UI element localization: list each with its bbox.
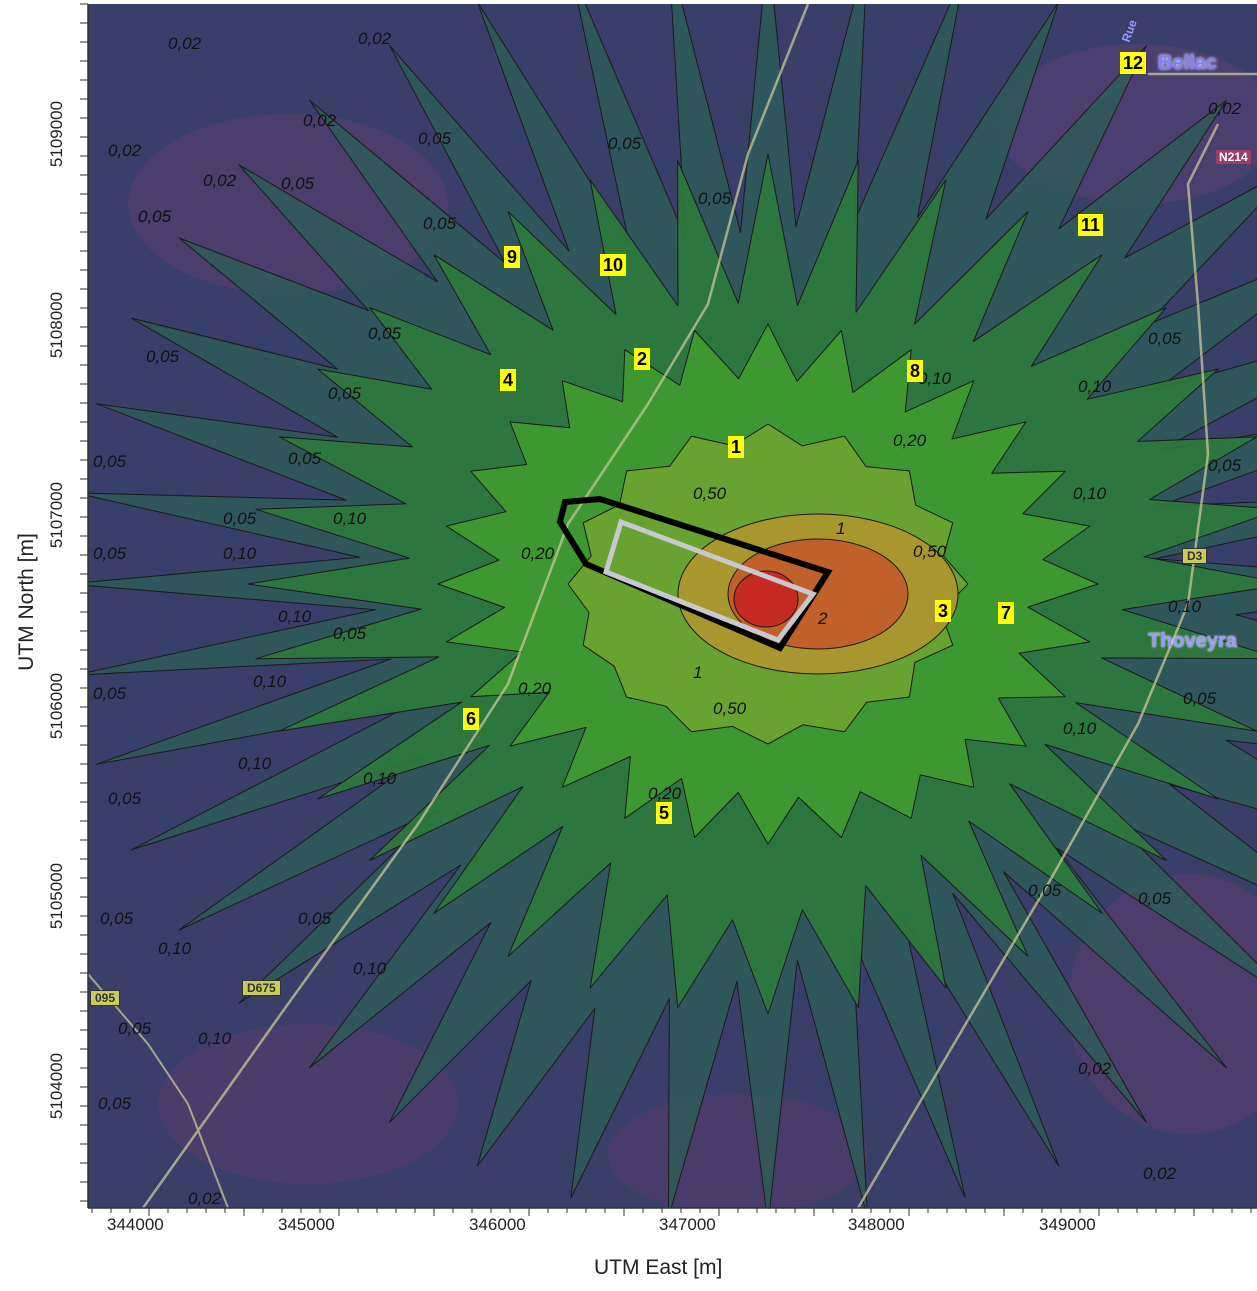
- contour-label: 0,02: [358, 29, 392, 48]
- contour-label: 2: [817, 609, 828, 628]
- contour-label: 0,05: [298, 909, 332, 928]
- receptor-marker[interactable]: 2: [634, 348, 651, 370]
- contour-label: 0,05: [1183, 689, 1217, 708]
- contour-label: 0,02: [1208, 99, 1242, 118]
- receptor-marker[interactable]: 5: [656, 802, 673, 824]
- roads: [88, 4, 1257, 1208]
- x-tick-label: 347000: [659, 1215, 716, 1234]
- contour-label: 0,02: [188, 1189, 222, 1208]
- y-tick-label: 5105000: [47, 862, 67, 930]
- receptor-marker[interactable]: 3: [935, 600, 952, 622]
- town-label: Bellac: [1158, 52, 1217, 74]
- contour-label: 0,50: [693, 484, 727, 503]
- contour-label: 0,05: [698, 189, 732, 208]
- contour-label: 0,02: [303, 111, 337, 130]
- contour-label: 0,05: [288, 449, 322, 468]
- contour-label: 0,02: [108, 141, 142, 160]
- road-label: N214: [1216, 150, 1251, 164]
- dispersion-map[interactable]: 0,02 0,02 0,02 0,02 0,02 0,05 0,05 0,05 …: [88, 4, 1257, 1208]
- contour-label: 0,05: [608, 134, 642, 153]
- receptor-marker[interactable]: 6: [463, 708, 480, 730]
- contour-label: 0,05: [328, 384, 362, 403]
- receptor-marker[interactable]: 11: [1078, 214, 1104, 236]
- contour-label: 0,10: [223, 544, 257, 563]
- site-boundary-outer: [556, 495, 833, 652]
- contour-label: 0,05: [108, 789, 142, 808]
- road-label: D675: [242, 980, 281, 996]
- contour-label: 0,10: [333, 509, 367, 528]
- contour-label: 1: [836, 519, 845, 538]
- contour-labels: 0,02 0,02 0,02 0,02 0,02 0,05 0,05 0,05 …: [93, 29, 1242, 1208]
- contour-label: 0,20: [648, 784, 682, 803]
- contour-label: 0,05: [1138, 889, 1172, 908]
- y-tick-label: 5107000: [47, 481, 67, 549]
- y-axis-title: UTM North [m]: [14, 533, 38, 671]
- y-tick-label: 5104000: [47, 1052, 67, 1120]
- contour-label: 0,50: [713, 699, 747, 718]
- site-boundary-inner: [602, 518, 818, 644]
- contour-label: 0,05: [423, 214, 457, 233]
- contour-label: 0,05: [93, 684, 127, 703]
- contour-label: 1: [693, 663, 702, 682]
- y-tick-label: 5109000: [47, 100, 67, 168]
- receptor-marker[interactable]: 1: [728, 436, 745, 458]
- receptor-marker[interactable]: 4: [500, 369, 517, 391]
- x-tick-label: 349000: [1039, 1215, 1096, 1234]
- contour-label: 0,10: [918, 369, 952, 388]
- contour-label: 0,05: [1028, 881, 1062, 900]
- contour-label: 0,05: [223, 509, 257, 528]
- contour-label: 0,02: [203, 171, 237, 190]
- contour-label: 0,05: [146, 347, 180, 366]
- contour-label: 0,20: [893, 431, 927, 450]
- contour-label: 0,05: [368, 324, 402, 343]
- contour-label: 0,10: [1168, 597, 1202, 616]
- contour-label: 0,10: [353, 959, 387, 978]
- x-axis-title: UTM East [m]: [594, 1256, 723, 1279]
- contour-label: 0,10: [278, 607, 312, 626]
- contour-label: 0,05: [1208, 456, 1242, 475]
- contour-label: 0,10: [253, 672, 287, 691]
- contour-label: 0,10: [238, 754, 272, 773]
- contour-label: 0,20: [518, 679, 552, 698]
- contour-label: 0,05: [93, 452, 127, 471]
- road-label: D3: [1182, 548, 1208, 564]
- receptor-marker[interactable]: 8: [907, 360, 924, 382]
- contour-label: 0,05: [281, 174, 315, 193]
- contour-label: 0,02: [168, 34, 202, 53]
- receptor-marker[interactable]: 12: [1120, 52, 1147, 74]
- road-label: 095: [90, 990, 121, 1006]
- contour-label: 0,02: [1078, 1059, 1112, 1078]
- contour-label: 0,10: [1073, 484, 1107, 503]
- contour-label: 0,02: [1143, 1164, 1177, 1183]
- town-label: Thoveyra: [1148, 630, 1237, 652]
- contour-label: 0,05: [118, 1019, 152, 1038]
- receptor-marker[interactable]: 7: [998, 602, 1015, 624]
- contour-label: 0,05: [100, 909, 134, 928]
- contour-label: 0,10: [363, 769, 397, 788]
- contour-map-svg: 0,02 0,02 0,02 0,02 0,02 0,05 0,05 0,05 …: [88, 4, 1257, 1208]
- contour-label: 0,50: [913, 542, 947, 561]
- receptor-marker[interactable]: 10: [600, 254, 627, 276]
- contour-label: 0,05: [138, 207, 172, 226]
- contour-label: 0,10: [198, 1029, 232, 1048]
- contour-label: 0,05: [333, 624, 367, 643]
- x-tick-label: 346000: [469, 1215, 526, 1234]
- x-tick-label: 344000: [107, 1215, 164, 1234]
- contour-label: 0,05: [1148, 329, 1182, 348]
- contour-label: 0,05: [98, 1094, 132, 1113]
- contour-label: 0,10: [1063, 719, 1097, 738]
- y-tick-label: 5106000: [47, 672, 67, 740]
- contour-label: 0,10: [1078, 377, 1112, 396]
- x-tick-label: 348000: [848, 1215, 905, 1234]
- contour-label: 0,05: [93, 544, 127, 563]
- y-tick-label: 5108000: [47, 291, 67, 359]
- contour-label: 0,10: [158, 939, 192, 958]
- contour-label: 0,05: [418, 129, 452, 148]
- receptor-marker[interactable]: 9: [504, 246, 521, 268]
- contour-label: 0,20: [521, 544, 555, 563]
- x-tick-label: 345000: [278, 1215, 335, 1234]
